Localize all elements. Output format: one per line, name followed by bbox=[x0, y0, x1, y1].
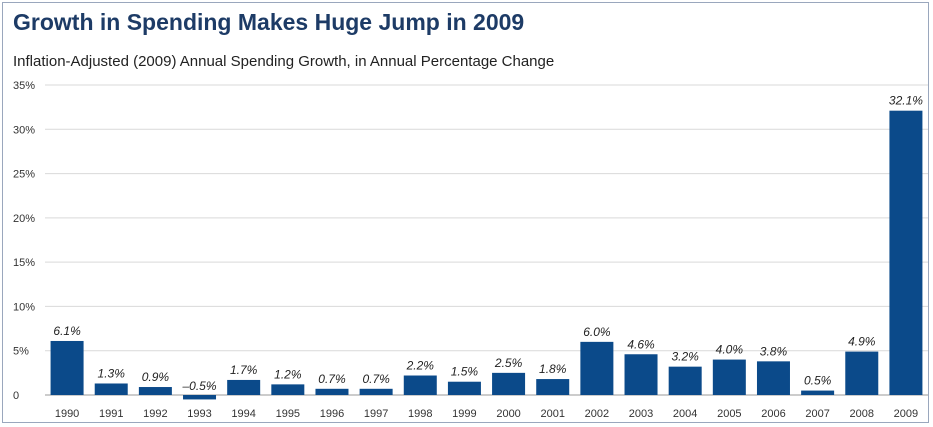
bar-2009 bbox=[889, 110, 923, 395]
y-tick-label: 35% bbox=[13, 80, 35, 92]
x-tick-label: 1991 bbox=[99, 408, 123, 420]
x-tick-label: 1996 bbox=[320, 408, 344, 420]
bar-1990 bbox=[50, 340, 84, 395]
bar-2001 bbox=[536, 379, 570, 395]
data-label: 3.8% bbox=[760, 344, 788, 358]
data-label: 0.7% bbox=[362, 372, 390, 386]
bar-2003 bbox=[624, 354, 658, 395]
bar-2002 bbox=[580, 341, 614, 395]
x-tick-label: 2009 bbox=[894, 408, 918, 420]
x-tick-label: 1993 bbox=[187, 408, 211, 420]
bar-2005 bbox=[712, 359, 746, 395]
data-label: 4.0% bbox=[716, 343, 744, 357]
x-tick-label: 2000 bbox=[496, 408, 520, 420]
chart-title: Growth in Spending Makes Huge Jump in 20… bbox=[13, 9, 525, 35]
bar-2008 bbox=[845, 351, 879, 395]
bar-1997 bbox=[359, 388, 393, 395]
data-label: 0.5% bbox=[804, 374, 832, 388]
bar-1994 bbox=[227, 379, 261, 395]
y-tick-label: 10% bbox=[13, 301, 35, 313]
bar-1992 bbox=[138, 387, 172, 395]
x-tick-label: 2007 bbox=[805, 408, 829, 420]
bar-1993 bbox=[183, 395, 217, 400]
bar-chart: 0 5% 10% 15% 20% 25% 30% 35% 6.1% 1990 1.3% 1991 0.9… bbox=[13, 80, 928, 420]
y-tick-label: 15% bbox=[13, 257, 35, 269]
data-label: 1.3% bbox=[98, 366, 126, 380]
bar-1991 bbox=[94, 383, 128, 395]
bar-1995 bbox=[271, 384, 305, 395]
x-tick-label: 2002 bbox=[585, 408, 609, 420]
data-label: 0.7% bbox=[318, 372, 346, 386]
y-tick-label: 25% bbox=[13, 169, 35, 181]
x-tick-label: 1997 bbox=[364, 408, 388, 420]
y-tick-label: 30% bbox=[13, 124, 35, 136]
data-label: 2.5% bbox=[494, 356, 523, 370]
bar-2004 bbox=[668, 366, 702, 395]
x-tick-label: 1992 bbox=[143, 408, 167, 420]
bar-1996 bbox=[315, 388, 349, 395]
data-label: 1.7% bbox=[230, 363, 258, 377]
data-label: –0.5% bbox=[182, 379, 217, 393]
y-tick-label: 20% bbox=[13, 213, 35, 225]
y-tick-label: 0 bbox=[13, 390, 19, 402]
x-tick-label: 2008 bbox=[850, 408, 874, 420]
data-label: 6.0% bbox=[583, 325, 611, 339]
data-label: 6.1% bbox=[53, 324, 81, 338]
data-label: 4.6% bbox=[627, 337, 655, 351]
data-label: 1.5% bbox=[451, 365, 479, 379]
data-label: 2.2% bbox=[406, 359, 435, 373]
x-tick-label: 2003 bbox=[629, 408, 653, 420]
data-label: 4.9% bbox=[848, 335, 876, 349]
data-label: 0.9% bbox=[142, 370, 170, 384]
data-label: 1.2% bbox=[274, 367, 302, 381]
x-tick-label: 1994 bbox=[231, 408, 255, 420]
x-tick-label: 2004 bbox=[673, 408, 697, 420]
data-label: 1.8% bbox=[539, 362, 567, 376]
bar-2000 bbox=[492, 372, 526, 395]
data-label: 3.2% bbox=[671, 350, 699, 364]
bar-2007 bbox=[801, 390, 835, 395]
x-tick-label: 1998 bbox=[408, 408, 432, 420]
bar-1999 bbox=[447, 381, 481, 395]
x-tick-label: 1990 bbox=[55, 408, 79, 420]
x-tick-label: 1995 bbox=[276, 408, 300, 420]
bar-2006 bbox=[756, 361, 790, 395]
chart-frame: Growth in Spending Makes Huge Jump in 20… bbox=[2, 2, 929, 423]
x-tick-label: 2006 bbox=[761, 408, 785, 420]
chart-subtitle: Inflation-Adjusted (2009) Annual Spendin… bbox=[13, 53, 555, 70]
y-tick-label: 5% bbox=[13, 346, 29, 358]
x-tick-label: 2005 bbox=[717, 408, 741, 420]
data-label: 32.1% bbox=[889, 94, 923, 108]
bar-1998 bbox=[403, 375, 437, 395]
x-tick-label: 2001 bbox=[540, 408, 564, 420]
x-tick-label: 1999 bbox=[452, 408, 476, 420]
